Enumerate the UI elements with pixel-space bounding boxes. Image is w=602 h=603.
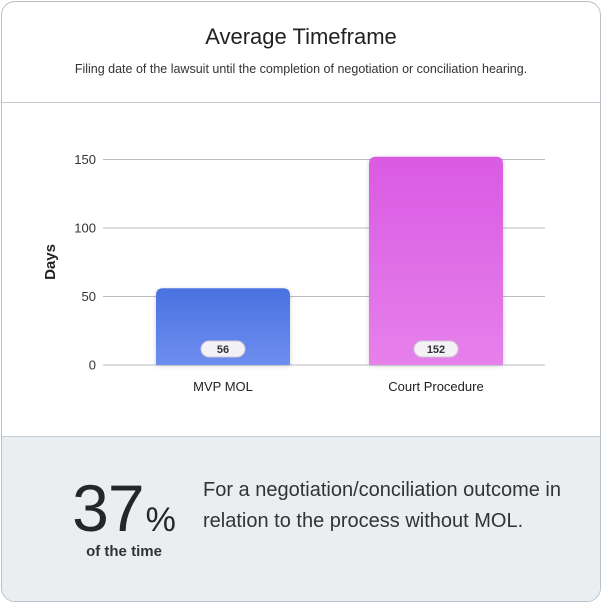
value-label: 56	[217, 344, 229, 356]
y-tick-label: 100	[74, 221, 96, 236]
x-category-label: MVP MOL	[193, 379, 253, 394]
bar-chart: 0 50 100 150 Days 56 MVP MOL 152 Court Procedure	[42, 152, 545, 394]
y-tick-label: 150	[74, 152, 96, 167]
stat-caption: of the time	[86, 543, 162, 560]
bar-2	[369, 156, 503, 365]
bar-1	[156, 288, 290, 365]
stat-description: For a negotiation/conciliation outcome i…	[203, 479, 561, 532]
summary-panel: 37% of the time For a negotiation/concil…	[2, 436, 600, 601]
stat-block: 37% of the time	[64, 475, 184, 560]
y-tick-label: 0	[89, 358, 96, 373]
x-category-label: Court Procedure	[388, 379, 483, 394]
chart-area: 0 50 100 150 Days 56 MVP MOL 152 Court Procedure	[2, 103, 600, 436]
card-header: Average Timeframe Filing date of the law…	[2, 2, 600, 103]
stat-unit: %	[145, 501, 176, 539]
y-axis-label: Days	[42, 244, 59, 280]
stat-number: 37	[72, 471, 144, 545]
chart-subtitle: Filing date of the lawsuit until the com…	[74, 62, 528, 76]
value-label: 152	[427, 344, 445, 356]
y-tick-label: 50	[82, 289, 96, 304]
value-label-pill	[413, 340, 459, 358]
chart-title: Average Timeframe	[205, 24, 397, 49]
value-label-pill	[200, 340, 246, 358]
